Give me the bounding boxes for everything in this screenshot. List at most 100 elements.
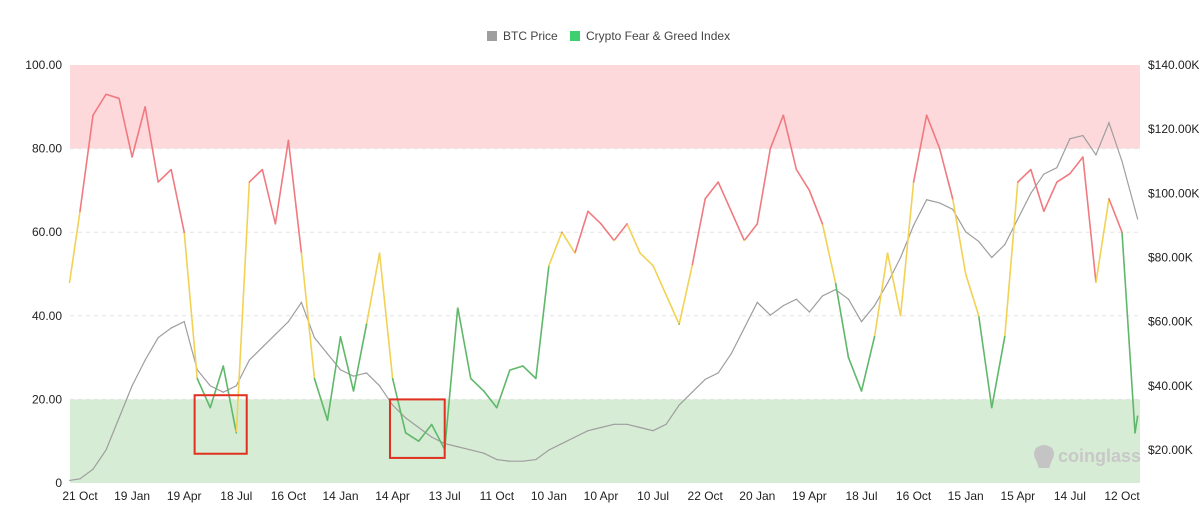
btc-price-point	[313, 337, 316, 339]
btc-price-point	[352, 375, 355, 377]
fear-greed-segment	[430, 424, 446, 450]
legend-swatch-fear-greed[interactable]	[570, 31, 580, 41]
fear-greed-point	[1056, 181, 1058, 183]
fear-greed-point	[430, 423, 433, 426]
fear-greed-segment	[1108, 198, 1123, 233]
fear-greed-segment	[118, 98, 133, 158]
fear-greed-segment	[183, 232, 199, 379]
fear-greed-segment	[951, 198, 967, 275]
fear-greed-segment	[287, 140, 303, 254]
fear-greed-segment	[157, 168, 172, 183]
fear-greed-segment	[68, 211, 81, 283]
left-tick-label: 0	[55, 476, 62, 490]
btc-price-point	[496, 458, 498, 461]
left-tick-label: 60.00	[32, 225, 62, 239]
fear-greed-segment	[613, 223, 628, 242]
gridlines	[70, 148, 1140, 400]
fear-greed-segment	[886, 252, 902, 316]
btc-price-point	[965, 231, 967, 233]
left-tick-label: 100.00	[25, 58, 62, 72]
fear-greed-point	[925, 114, 928, 116]
watermark-text: coinglass	[1058, 446, 1141, 466]
x-tick-label: 20 Jan	[739, 489, 775, 503]
btc-price-point	[170, 327, 172, 329]
fear-greed-point	[1095, 281, 1097, 284]
legend-swatch-btc-price[interactable]	[487, 31, 497, 41]
fear-greed-point	[274, 223, 277, 225]
btc-price-point	[952, 208, 954, 210]
left-tick-label: 80.00	[32, 142, 62, 156]
fear-greed-segment	[834, 282, 850, 358]
fear-greed-segment	[509, 365, 524, 371]
fear-greed-point	[912, 181, 915, 183]
right-tick-label: $100.00K	[1148, 186, 1199, 200]
fear-greed-point	[261, 168, 264, 171]
x-tick-label: 14 Apr	[375, 489, 410, 503]
fear-greed-point	[600, 223, 602, 225]
right-tick-label: $80.00K	[1148, 250, 1193, 264]
fear-greed-point	[196, 377, 199, 380]
fear-greed-point	[105, 93, 107, 96]
fear-greed-point	[730, 210, 733, 213]
fear-greed-point	[287, 139, 290, 142]
legend-label-btc-price[interactable]: BTC Price	[503, 29, 558, 43]
btc-price-point	[1108, 122, 1110, 124]
fear-greed-point	[899, 315, 902, 317]
fear-greed-point	[209, 406, 212, 409]
fear-greed-point	[417, 440, 420, 443]
fear-greed-point	[704, 197, 706, 200]
fear-greed-point	[1136, 415, 1139, 417]
highlight-box	[388, 398, 446, 459]
fear-greed-point	[1082, 156, 1084, 158]
fear-greed-point	[743, 239, 746, 242]
fear-greed-segment	[418, 423, 433, 442]
fear-greed-segment	[1017, 168, 1032, 183]
fear-greed-point	[222, 365, 225, 367]
fear-greed-point	[756, 223, 759, 225]
coinglass-watermark: coinglass	[1034, 445, 1141, 468]
btc-price-point	[574, 436, 576, 438]
fear-greed-point	[68, 281, 71, 284]
x-tick-label: 16 Oct	[271, 489, 307, 503]
fear-greed-point	[639, 252, 641, 254]
btc-price-point	[808, 311, 811, 313]
fear-greed-point	[313, 377, 316, 380]
btc-price-line	[69, 121, 1139, 482]
fear-greed-segment	[339, 336, 355, 392]
legend[interactable]: BTC Price Crypto Fear & Greed Index	[487, 29, 730, 43]
fear-greed-point	[496, 406, 498, 409]
fear-greed-segment	[860, 336, 876, 392]
fear-greed-segment	[405, 432, 420, 442]
fear-greed-segment	[443, 307, 459, 450]
btc-price-point	[1004, 244, 1006, 246]
btc-price-point	[339, 369, 342, 371]
right-tick-label: $20.00K	[1148, 443, 1193, 457]
fear-greed-point	[183, 231, 185, 233]
fear-greed-segment	[821, 223, 837, 283]
legend-label-fear-greed[interactable]: Crypto Fear & Greed Index	[586, 29, 730, 43]
btc-price-point	[626, 423, 628, 425]
zone-backgrounds	[70, 65, 1140, 483]
btc-price-point	[939, 202, 941, 204]
fear-greed-segment	[977, 315, 993, 408]
fear-greed-segment	[1082, 156, 1097, 283]
fear-greed-point	[482, 390, 485, 392]
btc-price-point	[913, 224, 915, 226]
x-tick-label: 18 Jul	[220, 489, 252, 503]
fear-greed-segment	[235, 181, 251, 433]
fear-greed-segment	[769, 114, 785, 149]
fear-greed-point	[144, 106, 146, 108]
fear-greed-point	[456, 306, 459, 309]
fear-greed-segment	[639, 252, 654, 267]
fear-greed-point	[235, 432, 238, 434]
fear-greed-point	[665, 294, 667, 296]
btc-price-point	[873, 304, 876, 307]
fear-greed-segment	[300, 253, 316, 379]
btc-price-point	[639, 426, 641, 429]
fear-greed-point	[938, 147, 941, 150]
fear-greed-segment	[548, 231, 563, 266]
btc-price-point	[405, 417, 407, 419]
fear-greed-point	[951, 197, 954, 200]
fear-greed-segment	[912, 115, 928, 183]
